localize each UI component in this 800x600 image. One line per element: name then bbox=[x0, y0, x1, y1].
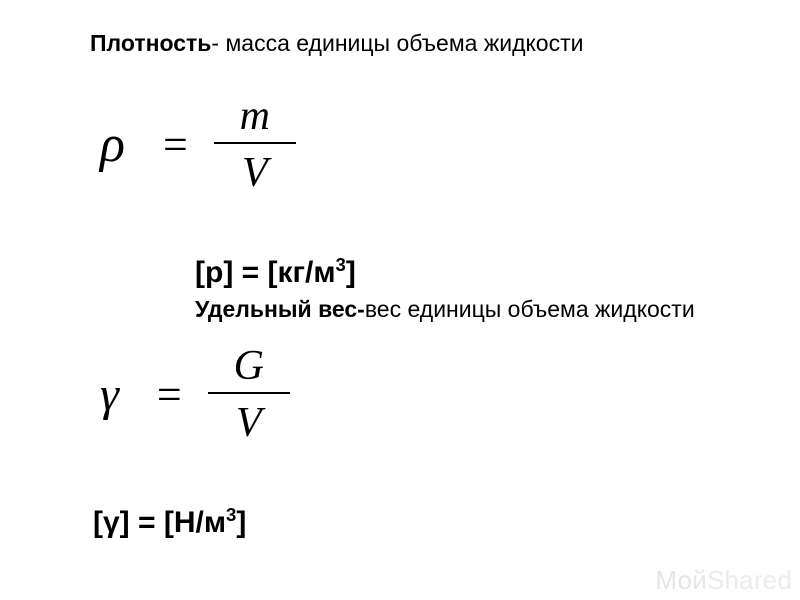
rho-units-sup: 3 bbox=[336, 254, 346, 275]
rho-units: [р] = [кг/м3] bbox=[195, 255, 356, 291]
specific-weight-formula: γ = G V bbox=[100, 345, 290, 444]
specific-weight-definition-text: вес единицы объема жидкости bbox=[365, 296, 695, 322]
watermark-part1: Мой bbox=[655, 565, 707, 595]
rho-units-prefix: [р] = [кг/м bbox=[195, 256, 336, 289]
fraction-m-over-v: m V bbox=[214, 95, 296, 194]
specific-weight-term: Удельный вес- bbox=[195, 296, 365, 322]
numerator-g: G bbox=[226, 345, 272, 389]
gamma-units-sup: 3 bbox=[226, 504, 236, 525]
slide-canvas: Плотность- масса единицы объема жидкости… bbox=[0, 0, 800, 600]
watermark: МойShared bbox=[655, 565, 792, 596]
equals-sign-1: = bbox=[163, 123, 188, 167]
gamma-units: [γ] = [Н/м3] bbox=[93, 505, 246, 541]
gamma-units-prefix: [γ] = [Н/м bbox=[93, 506, 226, 539]
fraction-g-over-v: G V bbox=[208, 345, 290, 444]
rho-units-suffix: ] bbox=[346, 256, 356, 289]
gamma-units-suffix: ] bbox=[236, 506, 246, 539]
fraction-bar-2 bbox=[208, 392, 290, 394]
specific-weight-definition: Удельный вес-вес единицы объема жидкости bbox=[195, 296, 695, 324]
fraction-bar-1 bbox=[214, 142, 296, 144]
equals-sign-2: = bbox=[157, 373, 182, 417]
density-title: Плотность- масса единицы объема жидкости bbox=[90, 30, 583, 58]
gamma-symbol: γ bbox=[100, 371, 119, 419]
density-definition-text: масса единицы объема жидкости bbox=[225, 30, 583, 56]
denominator-v-1: V bbox=[234, 150, 276, 194]
numerator-m: m bbox=[232, 95, 278, 139]
density-formula: ρ = m V bbox=[100, 95, 296, 194]
rho-symbol: ρ bbox=[100, 119, 125, 171]
density-term: Плотность bbox=[90, 30, 211, 56]
watermark-part2: Shared bbox=[707, 565, 792, 595]
denominator-v-2: V bbox=[228, 400, 270, 444]
title-dash: - bbox=[211, 30, 225, 56]
